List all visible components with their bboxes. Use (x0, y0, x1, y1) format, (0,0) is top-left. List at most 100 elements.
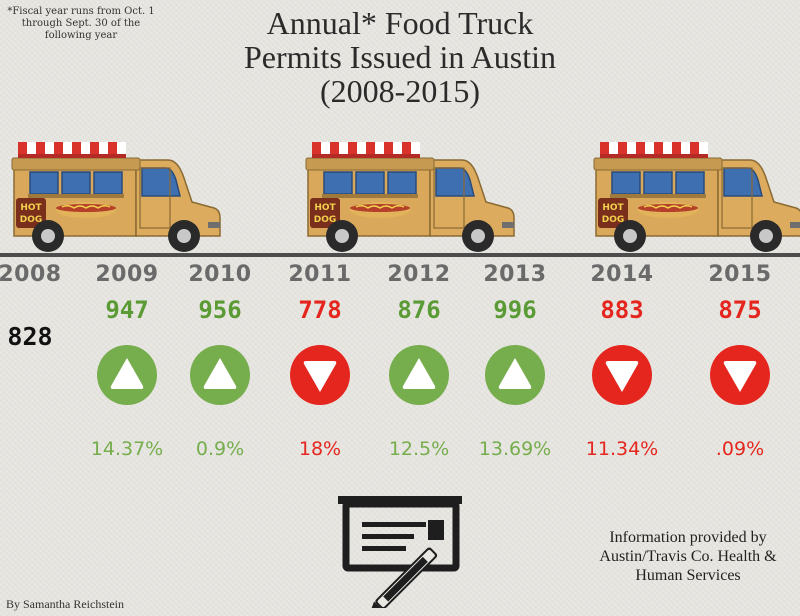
year-label: 2011 (288, 262, 352, 287)
decrease-arrow-icon (290, 345, 350, 405)
year-label: 2015 (708, 262, 772, 287)
increase-arrow-icon (97, 345, 157, 405)
awning-edge (312, 154, 420, 158)
awning-stripe (27, 142, 36, 154)
awning-stripe (357, 142, 366, 154)
arrow-up-triangle (110, 358, 144, 389)
hot-dog-sign (598, 198, 628, 228)
food-truck-illustration: HOT DOG (11, 142, 221, 252)
permit-check-icon (338, 496, 462, 608)
year-label: 2010 (188, 262, 252, 287)
hot-dog-sign (16, 198, 46, 228)
truck-roof (593, 157, 723, 171)
awning-stripe (72, 142, 81, 154)
bumper (502, 222, 514, 228)
window (643, 171, 673, 195)
hot-dog-sign-text: DOG (602, 215, 625, 225)
title-line-3: (2008-2015) (320, 73, 480, 109)
counter-shelf (322, 194, 418, 198)
bumper (208, 222, 220, 228)
hot-dog-sign-text: DOG (20, 215, 43, 225)
mustard (355, 204, 405, 209)
percent-change-label: 13.69% (478, 438, 552, 460)
permit-count-value: 828 (7, 322, 53, 351)
arrow-up-triangle (402, 358, 436, 389)
wheel-hub (177, 229, 191, 243)
counter-shelf (610, 194, 706, 198)
increase-arrow-icon (389, 345, 449, 405)
truck-roof (11, 157, 141, 171)
permit-count-value: 947 (105, 296, 149, 324)
mustard (61, 204, 111, 209)
awning-stripe (654, 142, 663, 154)
window (61, 171, 91, 195)
awning-stripe (312, 142, 321, 154)
arrow-down-triangle (303, 361, 337, 392)
increase-arrow-icon (190, 345, 250, 405)
percent-change-label: 18% (298, 438, 342, 460)
window (355, 171, 385, 195)
awning-stripe (375, 142, 384, 154)
decrease-arrow-icon (592, 345, 652, 405)
permit-count-value: 956 (198, 296, 242, 324)
hot-dog-sign-text: HOT (20, 203, 42, 213)
fiscal-year-footnote: *Fiscal year runs from Oct. 1 through Se… (7, 6, 155, 41)
permit-count-value: 876 (397, 296, 441, 324)
awning-stripe (402, 142, 411, 154)
permit-count-value: 883 (600, 296, 644, 324)
year-label: 2013 (483, 262, 547, 287)
percent-change-label: 11.34% (585, 438, 659, 460)
awning-stripe (81, 142, 90, 154)
window (93, 171, 123, 195)
window (675, 171, 705, 195)
wheel-hub (41, 229, 55, 243)
permit-count-value: 875 (718, 296, 762, 324)
awning-stripe (600, 142, 609, 154)
hot-dog-sign-text: DOG (314, 215, 337, 225)
awning-stripe (90, 142, 99, 154)
awning-stripe (672, 142, 681, 154)
year-label: 2008 (0, 262, 62, 287)
awning-stripe (45, 142, 54, 154)
awning-stripe (321, 142, 330, 154)
cab-door (721, 167, 753, 229)
truck-roof (305, 157, 435, 171)
awning-stripe (339, 142, 348, 154)
awning-edge (600, 154, 708, 158)
awning-stripe (690, 142, 699, 154)
awning-stripe (99, 142, 108, 154)
window (323, 171, 353, 195)
cab-door (139, 167, 171, 229)
percent-change-label: 12.5% (388, 438, 450, 460)
arrow-down-triangle (723, 361, 757, 392)
awning-stripe (54, 142, 63, 154)
title-line-1: Annual* Food Truck (266, 5, 534, 41)
awning-stripe (348, 142, 357, 154)
awning-stripe (627, 142, 636, 154)
chart-title: Annual* Food Truck Permits Issued in Aus… (180, 6, 620, 108)
counter-shelf (28, 194, 124, 198)
percent-change-label: .09% (715, 438, 765, 460)
awning-stripe (618, 142, 627, 154)
awning-stripe (636, 142, 645, 154)
awning-stripe (36, 142, 45, 154)
arrow-up-triangle (498, 358, 532, 389)
hot-dog-sign (310, 198, 340, 228)
window (387, 171, 417, 195)
awning-stripe (411, 142, 420, 154)
year-label: 2014 (590, 262, 654, 287)
timeline-divider (0, 253, 800, 257)
year-label: 2012 (387, 262, 451, 287)
awning-stripe (645, 142, 654, 154)
awning-stripe (108, 142, 117, 154)
permit-count-value: 778 (298, 296, 342, 324)
awning-stripe (330, 142, 339, 154)
hot-dog-sign-text: HOT (602, 203, 624, 213)
bumper (790, 222, 800, 228)
awning-stripe (663, 142, 672, 154)
food-truck-illustration: HOT DOG (305, 142, 515, 252)
awning-stripe (117, 142, 126, 154)
awning-stripe (681, 142, 690, 154)
awning-edge (18, 154, 126, 158)
awning-stripe (366, 142, 375, 154)
